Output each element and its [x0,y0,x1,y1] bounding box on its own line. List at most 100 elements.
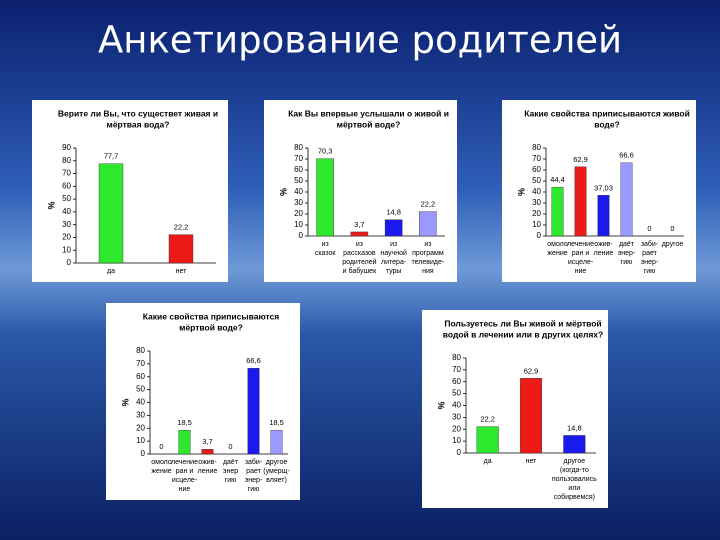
slide-title: Анкетирование родителей [98,19,622,62]
x-tick-label: заби- [245,458,263,466]
x-tick-label: ран и [176,468,194,475]
bar [178,429,191,455]
x-tick-label: родителей [342,258,376,266]
value-label: 70,3 [318,147,333,156]
x-tick-label: даёт [619,241,635,248]
x-tick-label: (умерщ- [263,468,290,475]
value-label: 0 [228,442,232,451]
chart-title: Какие свойства приписываются [143,311,280,321]
y-tick-label: 60 [452,377,461,386]
y-tick-label: 80 [62,156,71,165]
bar [620,162,633,237]
bar [384,219,403,237]
x-tick-label: ление [198,468,218,475]
x-tick-label: из [424,241,431,248]
y-tick-label: 70 [62,169,71,178]
x-tick-label: или [568,485,580,492]
chart-panel [502,100,696,282]
x-tick-label: другое [266,459,288,466]
bar [247,368,260,455]
x-tick-label: даёт [223,459,239,466]
x-tick-label: ожив- [594,241,613,248]
y-tick-label: 30 [294,198,303,207]
y-tick-label: 80 [452,353,461,362]
bar [597,195,610,237]
x-tick-label: из [322,241,329,248]
chart-title: воде? [594,119,620,129]
x-tick-label: энер- [641,259,659,266]
y-tick-label: 40 [532,187,541,196]
x-tick-label: да [484,458,492,465]
x-tick-label: да [107,268,115,275]
y-tick-label: 10 [532,220,541,229]
chart-panel [422,310,608,508]
value-label: 62,9 [573,155,588,164]
bar [563,435,586,454]
y-tick-label: 10 [136,436,145,445]
value-label: 18,5 [177,418,192,427]
chart-panel [32,100,228,282]
x-tick-label: лечение [171,459,198,466]
y-tick-label: 60 [62,181,71,190]
y-tick-label: 20 [452,424,461,433]
value-label: 66,6 [246,356,261,365]
y-tick-label: 80 [294,143,303,152]
chart-title: водой в лечении или в других целях? [443,329,603,339]
y-tick-label: 0 [457,448,462,457]
x-tick-label: другое [662,241,684,248]
x-tick-label: энер [223,468,238,475]
value-label: 66,6 [619,151,634,160]
value-label: 0 [647,224,651,233]
value-label: 0 [670,224,674,233]
x-tick-label: энер- [618,250,636,257]
y-tick-label: 10 [452,436,461,445]
value-label: 18,5 [269,418,284,427]
x-tick-label: жение [547,250,567,257]
x-tick-label: гию [621,259,633,266]
x-tick-label: рает [246,468,261,475]
x-tick-label: сказок [315,250,337,257]
x-tick-label: другое [564,458,586,465]
x-tick-label: научной [380,249,407,257]
x-tick-label: рает [642,250,657,257]
x-tick-label: вляет) [266,477,287,484]
x-tick-label: ния [422,268,434,275]
x-tick-label: рассказов [343,250,376,257]
x-tick-label: заби- [641,240,659,248]
chart-title: мёртвой воде? [179,322,243,332]
x-tick-label: энер- [245,477,263,484]
x-tick-label: пользовались [552,476,597,483]
y-tick-label: 40 [62,207,71,216]
x-tick-label: исцеле- [568,259,594,266]
value-label: 62,9 [524,366,539,375]
x-tick-label: нет [526,458,538,465]
y-tick-label: 30 [136,410,145,419]
y-tick-label: 50 [294,176,303,185]
y-tick-label: 40 [294,187,303,196]
x-tick-label: гию [248,486,260,493]
y-tick-label: 10 [62,245,71,254]
y-tick-label: 70 [294,154,303,163]
value-label: 3,7 [354,220,364,229]
value-label: 37,03 [594,183,613,192]
x-tick-label: омоло [151,459,172,466]
x-tick-label: ран и [572,250,590,257]
y-tick-label: 60 [136,372,145,381]
x-tick-label: литера- [381,259,407,266]
x-tick-label: лечение [567,241,594,248]
chart-panel [264,100,457,282]
chart-panel [106,303,300,500]
value-label: 14,8 [567,423,582,432]
value-label: 22,2 [421,200,436,209]
value-label: 14,8 [386,208,401,217]
y-tick-label: 20 [136,423,145,432]
bar [476,426,499,454]
y-tick-label: 10 [294,220,303,229]
value-label: 77,7 [104,152,119,161]
y-tick-label: 50 [452,389,461,398]
y-tick-label: 90 [62,143,71,152]
x-tick-label: из [356,241,363,248]
x-tick-label: программ [412,250,444,257]
x-tick-label: исцеле- [172,477,198,484]
